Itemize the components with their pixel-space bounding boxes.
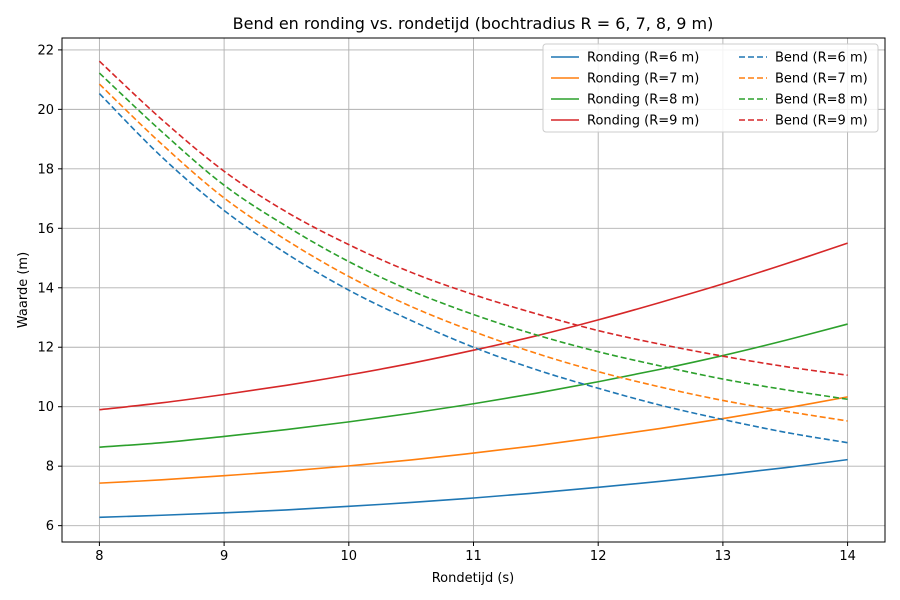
series-line-7 (98, 60, 848, 376)
x-axis-label: Rondetijd (s) (432, 571, 515, 586)
series-line-4 (98, 93, 848, 444)
x-axis-ticks: 8 9 10 11 12 13 14 (95, 542, 856, 564)
series-line-6 (98, 72, 848, 401)
legend-label: Bend (R=7 m) (775, 72, 868, 87)
legend-label: Ronding (R=6 m) (587, 51, 699, 66)
y-tick-label: 16 (37, 222, 54, 237)
y-tick-label: 6 (46, 519, 54, 534)
y-tick-label: 14 (37, 281, 54, 296)
series-line-1 (99, 396, 848, 484)
chart-title: Bend en ronding vs. rondetijd (bochtradi… (233, 14, 714, 33)
legend-label: Bend (R=6 m) (775, 51, 868, 66)
y-tick-label: 18 (37, 162, 54, 177)
series-line-2 (99, 323, 848, 448)
y-tick-label: 22 (37, 43, 54, 58)
y-tick-label: 8 (46, 460, 54, 475)
x-tick-label: 8 (95, 549, 103, 564)
series-line-3 (99, 242, 848, 411)
y-axis-label: Waarde (m) (16, 252, 31, 328)
legend: Ronding (R=6 m) Ronding (R=7 m) Ronding (R… (542, 43, 879, 133)
y-tick-label: 12 (37, 341, 54, 356)
x-tick-label: 9 (220, 549, 228, 564)
y-tick-label: 20 (37, 103, 54, 118)
x-tick-label: 12 (590, 549, 607, 564)
legend-box (542, 43, 879, 133)
series-line-0 (99, 458, 848, 519)
x-tick-label: 10 (341, 549, 358, 564)
y-tick-label: 10 (37, 400, 54, 415)
x-tick-label: 11 (465, 549, 482, 564)
legend-label: Ronding (R=9 m) (587, 114, 699, 129)
grid-lines (62, 38, 885, 542)
series-line-5 (98, 83, 848, 422)
series-layer (98, 60, 848, 519)
legend-label: Ronding (R=8 m) (587, 93, 699, 108)
legend-label: Ronding (R=7 m) (587, 72, 699, 87)
x-tick-label: 14 (839, 549, 856, 564)
y-axis-ticks: 6 8 10 12 14 16 18 20 22 (37, 43, 62, 534)
x-tick-label: 13 (715, 549, 732, 564)
legend-label: Bend (R=9 m) (775, 114, 868, 129)
legend-label: Bend (R=8 m) (775, 93, 868, 108)
